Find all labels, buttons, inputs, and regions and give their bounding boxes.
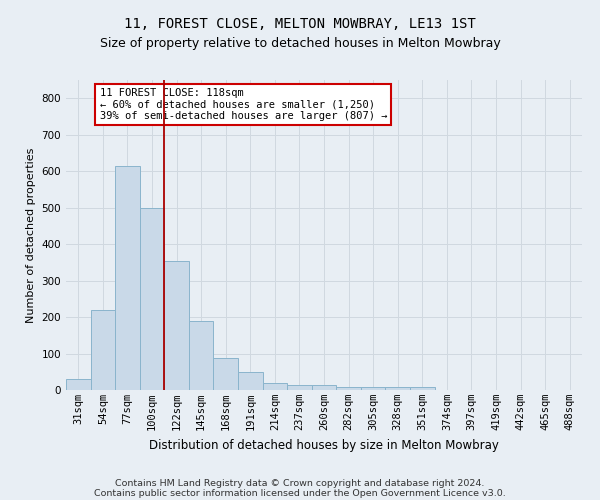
X-axis label: Distribution of detached houses by size in Melton Mowbray: Distribution of detached houses by size … [149,438,499,452]
Bar [164,260,189,390]
Bar [336,387,361,390]
Bar [410,388,434,390]
Bar [238,372,263,390]
Bar [140,208,164,390]
Bar [189,320,214,390]
Text: Size of property relative to detached houses in Melton Mowbray: Size of property relative to detached ho… [100,38,500,51]
Bar [312,386,336,390]
Text: Contains HM Land Registry data © Crown copyright and database right 2024.: Contains HM Land Registry data © Crown c… [115,478,485,488]
Bar [263,384,287,390]
Bar [91,310,115,390]
Bar [361,388,385,390]
Bar [66,379,91,390]
Text: 11, FOREST CLOSE, MELTON MOWBRAY, LE13 1ST: 11, FOREST CLOSE, MELTON MOWBRAY, LE13 1… [124,18,476,32]
Bar [287,384,312,390]
Y-axis label: Number of detached properties: Number of detached properties [26,148,36,322]
Bar [115,166,140,390]
Bar [214,358,238,390]
Text: 11 FOREST CLOSE: 118sqm
← 60% of detached houses are smaller (1,250)
39% of semi: 11 FOREST CLOSE: 118sqm ← 60% of detache… [100,88,387,121]
Bar [385,388,410,390]
Text: Contains public sector information licensed under the Open Government Licence v3: Contains public sector information licen… [94,488,506,498]
